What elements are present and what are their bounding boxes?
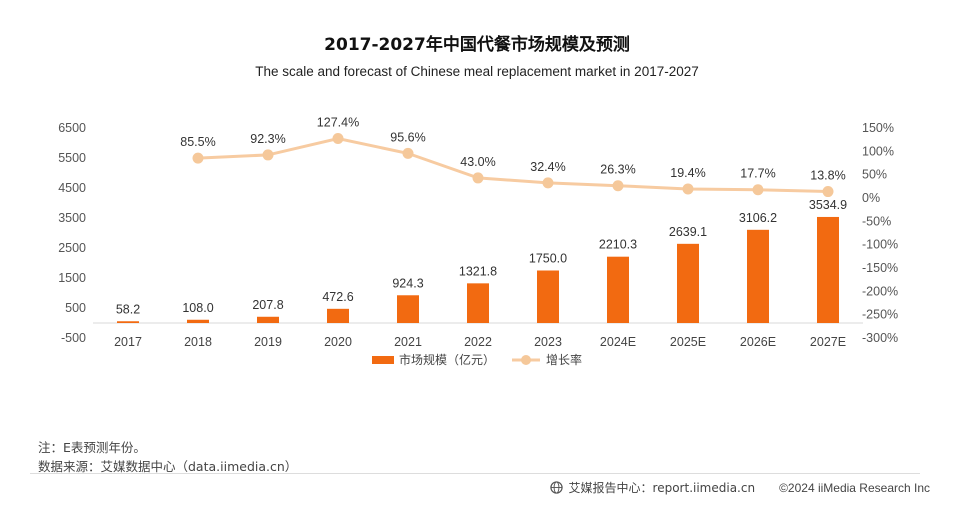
x-tick-label: 2026E <box>740 335 776 349</box>
x-tick-label: 2020 <box>324 335 352 349</box>
bar-value-label: 1750.0 <box>529 252 567 266</box>
bar-value-label: 472.6 <box>322 290 353 304</box>
footer-divider <box>30 473 920 474</box>
legend-line-marker <box>521 355 531 365</box>
globe-icon <box>549 481 563 494</box>
growth-point-2024E <box>612 180 624 192</box>
chart-subtitle: The scale and forecast of Chinese meal r… <box>255 64 699 79</box>
legend-line-label: 增长率 <box>546 352 582 367</box>
growth-rate-line <box>197 137 829 194</box>
footnote: 注：E表预测年份。 <box>38 440 146 455</box>
growth-value-label: 95.6% <box>390 130 425 144</box>
growth-value-label: 127.4% <box>317 116 359 130</box>
growth-value-label: 19.4% <box>670 166 705 180</box>
y-left-tick-label: 6500 <box>58 121 86 135</box>
growth-point-2025E <box>682 183 694 195</box>
bar-value-label: 3534.9 <box>809 198 847 212</box>
x-tick-label: 2018 <box>184 335 212 349</box>
growth-value-label: 17.7% <box>740 167 775 181</box>
chart-area: -500 500 1500 2500 3500 4500 5500 6500 -300% -250… <box>58 116 898 367</box>
bar-2023 <box>537 270 559 323</box>
y-right-tick-label: -200% <box>862 284 898 298</box>
x-tick-label: 2023 <box>534 335 562 349</box>
y-right-tick-label: 50% <box>862 168 887 182</box>
growth-value-label: 43.0% <box>460 155 495 169</box>
bar-value-label: 207.8 <box>252 298 283 312</box>
legend-bar-swatch <box>372 356 394 364</box>
x-tick-label: 2025E <box>670 335 706 349</box>
growth-point-2020 <box>332 133 344 145</box>
x-tick-label: 2017 <box>114 335 142 349</box>
bar-2026E <box>747 229 769 323</box>
y-right-tick-label: 100% <box>862 144 894 158</box>
growth-point-2022 <box>472 172 484 184</box>
x-tick-label: 2027E <box>810 335 846 349</box>
bar-2017 <box>117 321 139 323</box>
bar-2020 <box>327 308 349 323</box>
footer: 艾媒报告中心：report.iimedia.cn ©2024 iiMedia R… <box>549 479 930 496</box>
y-right-tick-label: 150% <box>862 121 894 135</box>
bar-2025E <box>677 243 699 323</box>
growth-point-2027E <box>822 186 834 198</box>
chart-title: 2017-2027年中国代餐市场规模及预测 <box>324 35 630 55</box>
bar-value-label: 2210.3 <box>599 238 637 252</box>
footer-copyright: ©2024 iiMedia Research Inc <box>779 480 930 495</box>
bar-2027E <box>817 216 839 323</box>
x-tick-label: 2021 <box>394 335 422 349</box>
y-right-tick-label: 0% <box>862 191 880 205</box>
x-tick-label: 2024E <box>600 335 636 349</box>
bar-2019 <box>257 316 279 323</box>
growth-point-2018 <box>192 152 204 164</box>
y-right-tick-label: -100% <box>862 238 898 252</box>
source-note: 数据来源：艾媒数据中心（data.iimedia.cn） <box>38 459 298 474</box>
bar-value-label: 108.0 <box>182 301 213 315</box>
y-left-tick-label: 1500 <box>58 271 86 285</box>
growth-value-label: 26.3% <box>600 163 635 177</box>
bar-value-label: 924.3 <box>392 276 423 290</box>
growth-point-2019 <box>262 149 274 161</box>
y-right-tick-label: -300% <box>862 331 898 345</box>
y-left-tick-label: 500 <box>65 301 86 315</box>
bar-2018 <box>187 319 209 323</box>
growth-value-label: 92.3% <box>250 132 285 146</box>
growth-point-2021 <box>402 147 414 159</box>
y-left-tick-label: 3500 <box>58 211 86 225</box>
y-left-tick-label: 5500 <box>58 151 86 165</box>
growth-value-label: 85.5% <box>180 135 215 149</box>
y-right-tick-label: -50% <box>862 214 891 228</box>
growth-value-label: 13.8% <box>810 169 845 183</box>
y-right-tick-label: -250% <box>862 308 898 322</box>
bar-2021 <box>397 295 419 323</box>
growth-point-2026E <box>752 184 764 196</box>
bar-2024E <box>607 256 629 323</box>
footer-report-link[interactable]: 艾媒报告中心：report.iimedia.cn <box>568 481 756 495</box>
legend-bar-label: 市场规模（亿元） <box>399 352 495 367</box>
bar-value-label: 1321.8 <box>459 264 497 278</box>
bar-value-label: 58.2 <box>116 302 140 316</box>
growth-point-2023 <box>542 177 554 189</box>
y-left-tick-label: 4500 <box>58 181 86 195</box>
x-tick-label: 2022 <box>464 335 492 349</box>
bar-value-label: 3106.2 <box>739 211 777 225</box>
bar-2022 <box>467 283 489 323</box>
x-tick-label: 2019 <box>254 335 282 349</box>
growth-value-label: 32.4% <box>530 160 565 174</box>
bar-value-label: 2639.1 <box>669 225 707 239</box>
y-right-tick-label: -150% <box>862 261 898 275</box>
y-left-tick-label: 2500 <box>58 241 86 255</box>
y-left-tick-label: -500 <box>61 331 86 345</box>
